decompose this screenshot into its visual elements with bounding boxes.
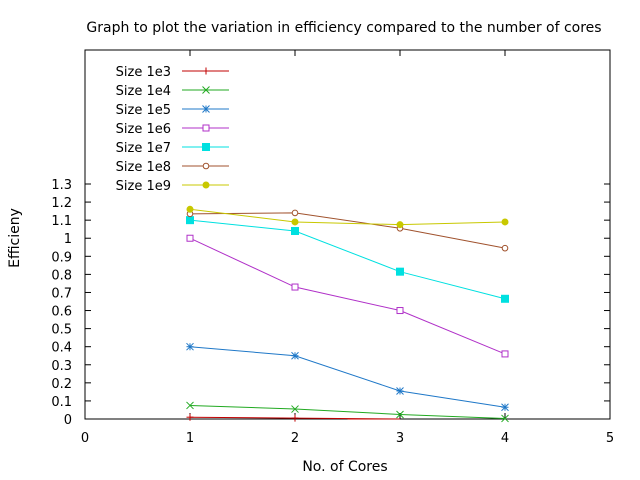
y-axis-title: Efficieny xyxy=(7,208,23,268)
legend-label: Size 1e3 xyxy=(116,65,171,80)
series-line xyxy=(189,219,506,300)
x-tick-label: 2 xyxy=(291,431,299,446)
data-point xyxy=(186,216,194,225)
series-layer xyxy=(186,205,509,423)
data-point xyxy=(291,414,299,422)
data-point xyxy=(291,405,299,413)
data-point xyxy=(202,124,210,132)
series-size-1e8 xyxy=(186,209,509,252)
y-tick-label: 0.9 xyxy=(51,250,72,265)
x-tick-label: 0 xyxy=(81,431,89,446)
y-tick-label: 1.3 xyxy=(51,178,72,193)
data-point xyxy=(501,244,509,252)
data-point xyxy=(396,410,404,419)
data-point xyxy=(186,342,194,351)
y-tick-label: 0.8 xyxy=(51,268,72,283)
data-point xyxy=(202,67,210,75)
series-size-1e5 xyxy=(186,342,509,412)
y-tick-label: 1.2 xyxy=(51,196,72,211)
legend-label: Size 1e4 xyxy=(116,84,171,99)
series-size-1e3 xyxy=(186,413,401,422)
legend: Size 1e3 Size 1e4 Size 1e5 Size 1e6 Size 1e7… xyxy=(116,65,229,194)
y-tick-label: 0.7 xyxy=(51,286,72,301)
legend-label: Size 1e9 xyxy=(116,179,171,194)
series-line xyxy=(189,212,506,249)
y-tick-label: 0.5 xyxy=(51,323,72,338)
x-axis-title: No. of Cores xyxy=(302,459,387,475)
data-point xyxy=(396,221,404,229)
data-point xyxy=(501,403,509,412)
x-tick-label: 3 xyxy=(396,431,404,446)
data-point xyxy=(501,294,509,303)
data-point xyxy=(396,267,404,276)
series-line xyxy=(189,346,506,408)
y-tick-label: 0.1 xyxy=(51,395,72,410)
series-size-1e7 xyxy=(186,216,509,303)
data-point xyxy=(186,234,194,242)
series-line xyxy=(189,208,506,226)
x-tick-label: 5 xyxy=(606,431,614,446)
data-point xyxy=(186,205,194,213)
data-point xyxy=(396,387,404,395)
data-point xyxy=(291,218,299,226)
y-tick-label: 0.3 xyxy=(51,359,72,374)
legend-label: Size 1e5 xyxy=(116,103,171,118)
y-tick-label: 1.1 xyxy=(51,214,72,229)
data-point xyxy=(291,351,299,360)
data-point xyxy=(291,209,299,217)
data-point xyxy=(202,86,210,94)
data-point xyxy=(202,162,210,170)
data-point xyxy=(396,307,404,315)
y-tick-label: 1 xyxy=(64,232,72,247)
data-point xyxy=(291,227,299,235)
series-line xyxy=(189,237,506,355)
series-size-1e9 xyxy=(186,205,509,229)
series-line xyxy=(189,416,401,420)
data-point xyxy=(501,218,509,226)
x-tick-label: 4 xyxy=(501,431,509,446)
y-tick-label: 0 xyxy=(64,413,72,428)
data-point xyxy=(186,413,194,421)
x-tick-label: 1 xyxy=(186,431,194,446)
data-point xyxy=(202,105,210,113)
y-tick-label: 0.4 xyxy=(51,341,72,356)
series-size-1e6 xyxy=(186,234,509,358)
series-size-1e4 xyxy=(186,401,509,423)
data-point xyxy=(291,283,299,291)
legend-label: Size 1e6 xyxy=(116,122,171,137)
y-tick-label: 0.6 xyxy=(51,305,72,320)
data-point xyxy=(501,414,509,423)
series-line xyxy=(189,404,506,419)
data-point xyxy=(202,143,210,151)
y-axis: 0 0.1 0.2 0.3 0.4 0.5 0.6 0.7 0.8 0.9 1 1.1 1.2 1.3 xyxy=(51,178,610,428)
data-point xyxy=(186,401,194,410)
y-tick-label: 0.2 xyxy=(51,377,72,392)
legend-label: Size 1e7 xyxy=(116,141,171,156)
data-point xyxy=(202,181,210,189)
data-point xyxy=(501,350,509,358)
legend-label: Size 1e8 xyxy=(116,160,171,175)
chart-title: Graph to plot the variation in efficienc… xyxy=(86,20,601,36)
